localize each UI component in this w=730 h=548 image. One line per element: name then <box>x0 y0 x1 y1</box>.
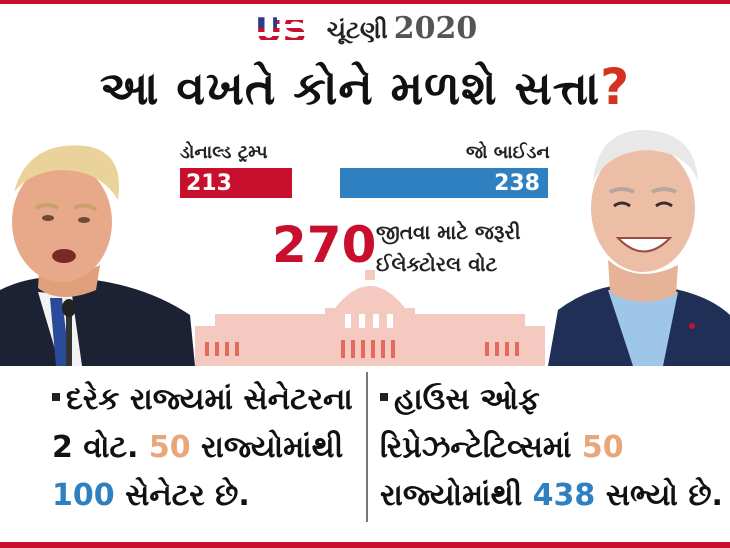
trump-portrait <box>0 130 200 370</box>
trump-votes: 213 <box>186 170 232 196</box>
kicker-word: ચૂંટણી <box>326 15 388 44</box>
bullet-icon <box>52 392 60 401</box>
us-flag-logo: US <box>253 11 317 45</box>
biden-votes-bar: 238 <box>340 168 548 198</box>
trump-name: ડોનાલ્ડ ટ્રમ્પ <box>180 142 268 163</box>
house-member-count: 438 <box>532 478 596 513</box>
headline-text: આ વખતે કોને મળશે સત્તા <box>99 61 601 115</box>
biden-portrait <box>538 120 730 370</box>
panel-divider <box>366 372 368 522</box>
house-line-2: રિપ્રેઝન્ટેટિવ્સમાં 50 <box>380 430 624 465</box>
senate-states-count: 50 <box>148 430 191 465</box>
house-line-1: હાઉસ ઓફ <box>380 376 725 424</box>
senate-info: દરેક રાજ્યમાં સેનેટરના 2 વોટ. 50 રાજ્યોમ… <box>52 376 362 520</box>
bottom-accent-line <box>0 542 730 548</box>
house-line-3: રાજ્યોમાંથી 438 સભ્યો છે. <box>380 478 723 513</box>
biden-votes: 238 <box>494 170 540 196</box>
threshold-label-line1: જીતવા માટે જરૂરી <box>376 220 521 244</box>
senate-line-1: દરેક રાજ્યમાં સેનેટરના <box>52 376 362 424</box>
house-states-count: 50 <box>581 430 624 465</box>
bullet-icon <box>380 392 388 401</box>
threshold-label: જીતવા માટે જરૂરી ઈલેક્ટોરલ વોટ <box>376 216 521 280</box>
headline-question-mark: ? <box>600 58 631 116</box>
senator-count: 100 <box>52 478 115 513</box>
house-info: હાઉસ ઓફ રિપ્રેઝન્ટેટિવ્સમાં 50 રાજ્યોમાં… <box>380 376 725 520</box>
header-kicker: US ચૂંટણી2020 <box>0 8 730 48</box>
biden-name: જો બાઈડન <box>466 142 550 163</box>
top-accent-line <box>0 0 730 4</box>
headline: આ વખતે કોને મળશે સત્તા? <box>0 58 730 117</box>
kicker-title: ચૂંટણી 2020 <box>327 11 477 46</box>
capitol-building <box>195 270 545 370</box>
senate-line-2: 2 વોટ. 50 રાજ્યોમાંથી <box>52 430 344 465</box>
threshold-label-line2: ઈલેક્ટોરલ વોટ <box>376 252 498 276</box>
trump-votes-bar: 213 <box>180 168 292 198</box>
kicker-year: 2020 <box>393 10 478 46</box>
threshold-number: 270 <box>272 216 377 274</box>
senate-line-3: 100 સેનેટર છે. <box>52 478 250 513</box>
